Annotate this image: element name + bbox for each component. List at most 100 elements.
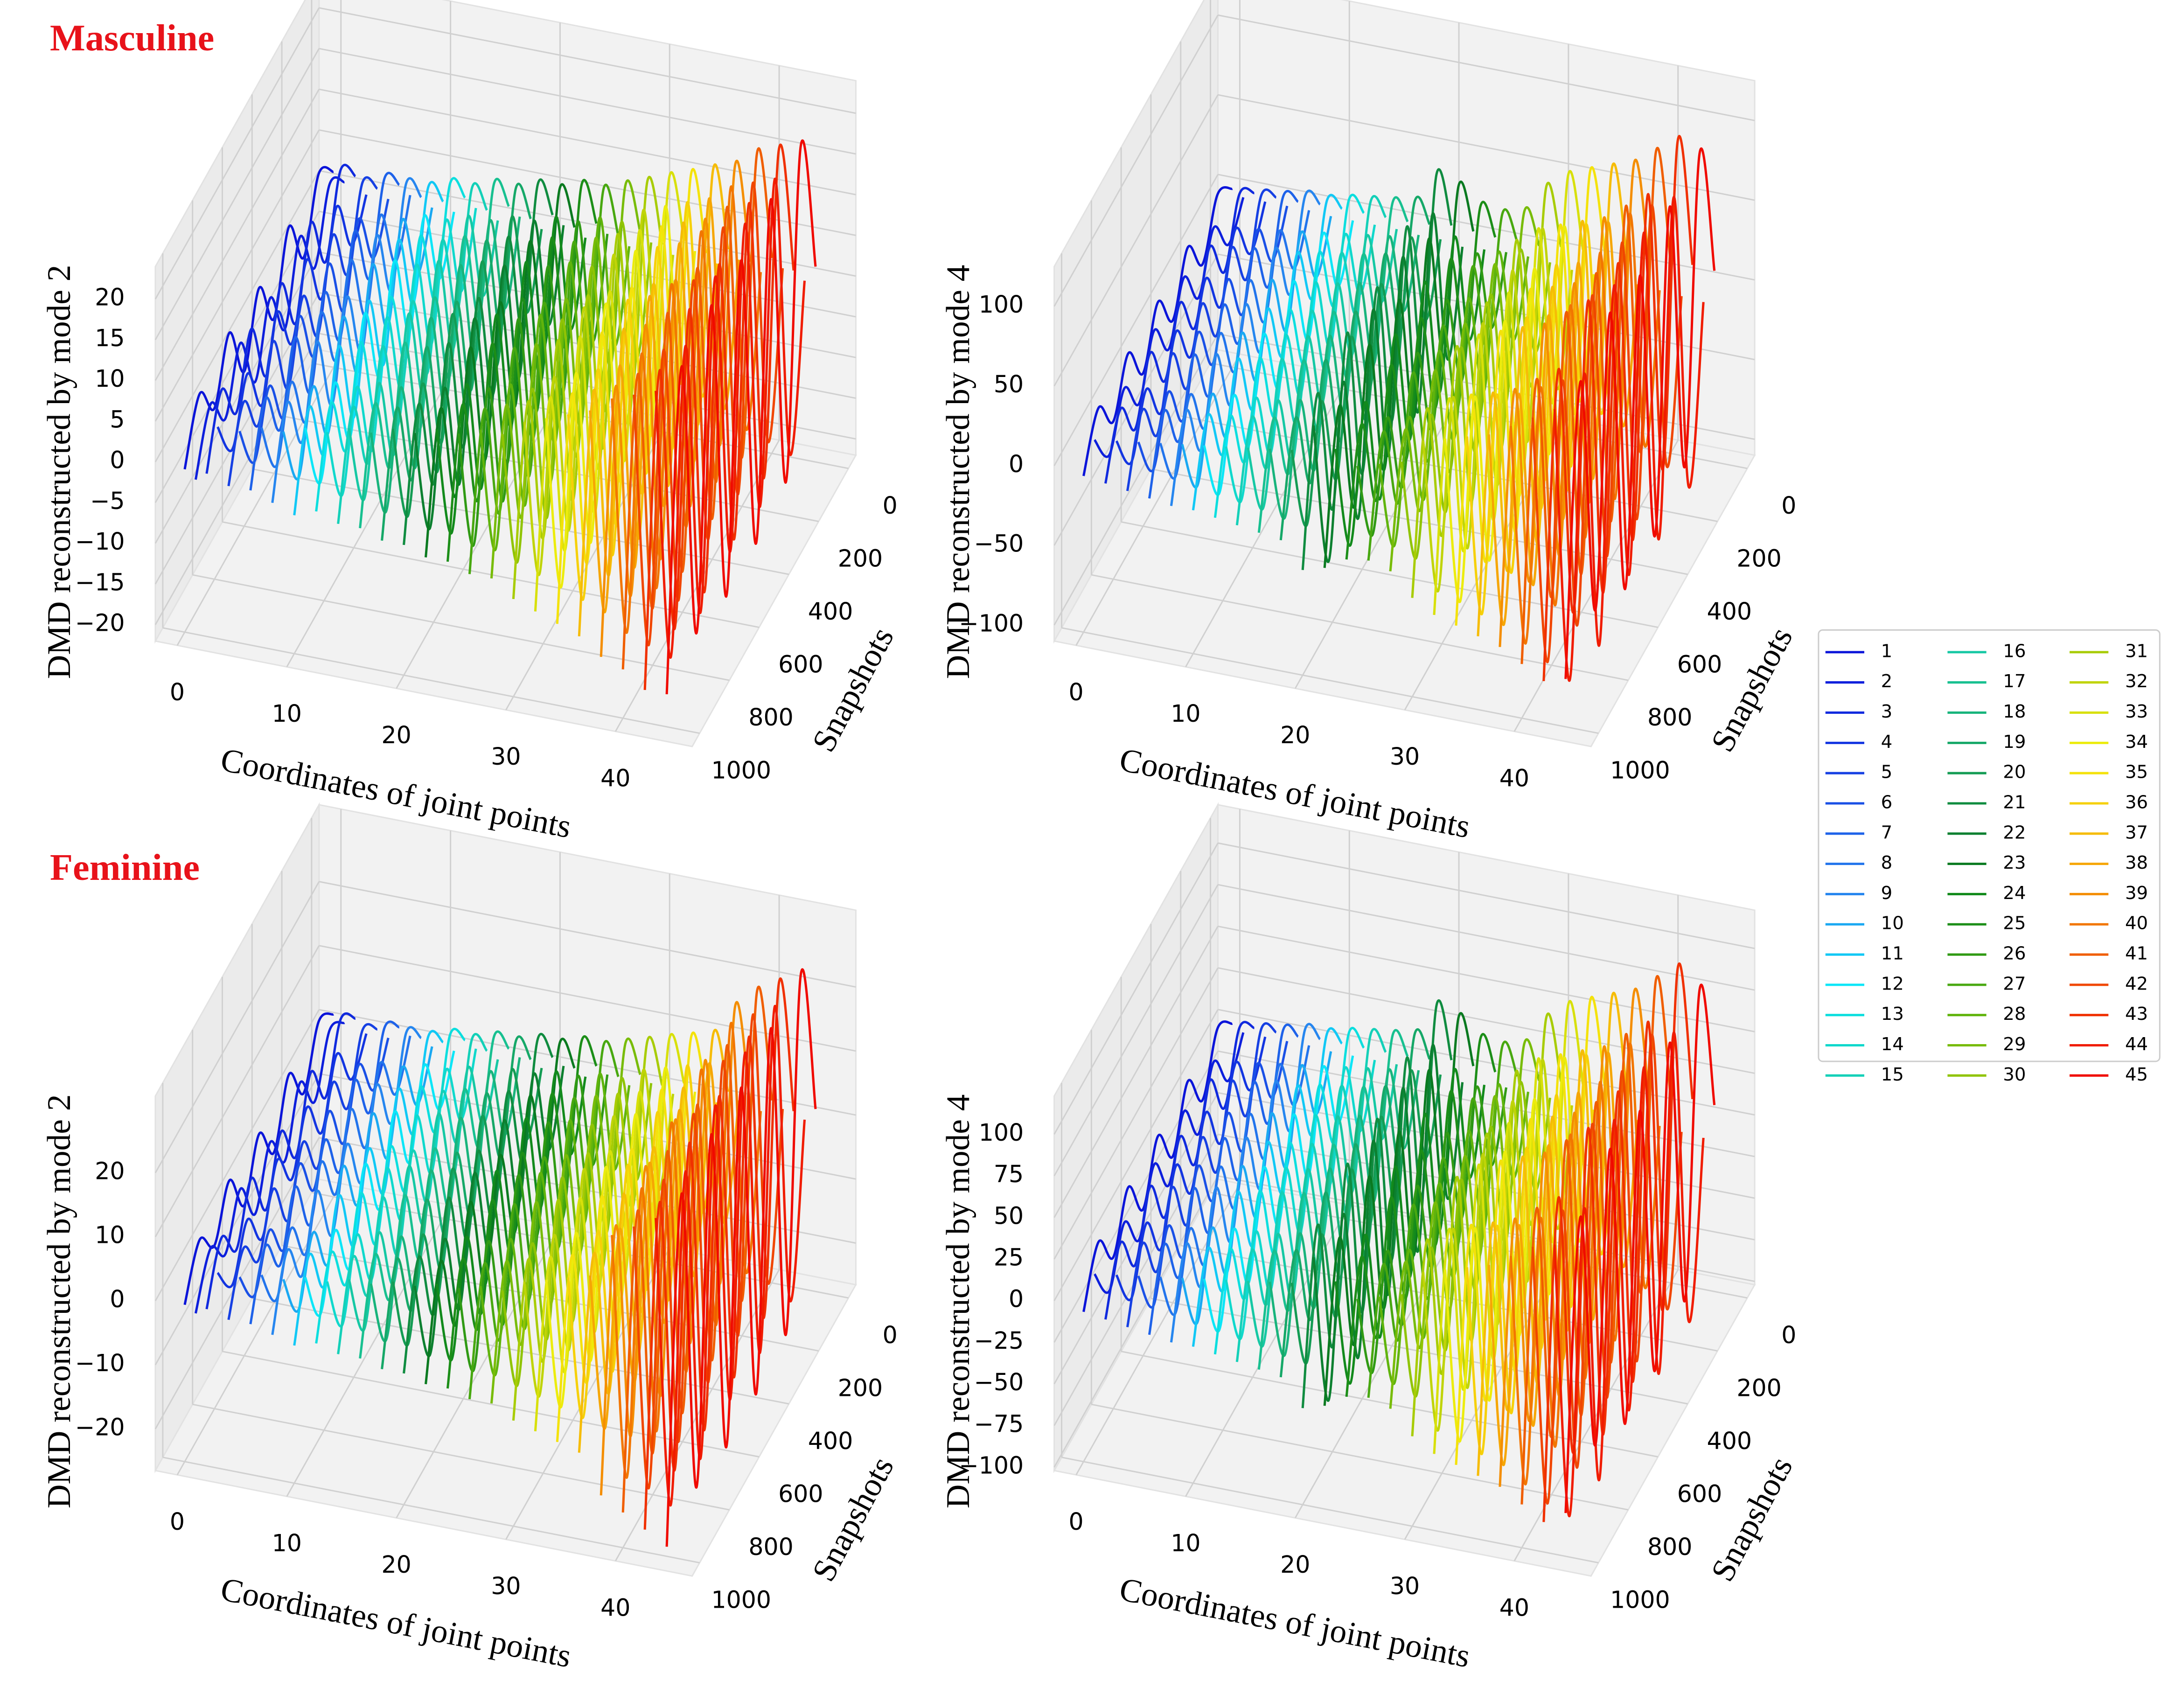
y-tick-label: 800 [748,704,793,731]
x-tick-label: 20 [381,721,411,749]
y-axis-label: Snapshots [805,1450,901,1587]
x-tick-label: 30 [491,743,521,770]
z-tick-label: −5 [90,487,125,515]
series-line [216,1033,368,1289]
z-tick-label: −20 [75,609,125,637]
y-tick-label: 400 [1707,598,1752,625]
legend-label: 10 [1881,913,1904,934]
grid-line [176,354,342,646]
legend-label: 5 [1881,762,1893,783]
y-tick-label: 600 [778,650,823,678]
z-tick-label: −25 [974,1327,1024,1354]
y-tick-label: 800 [1647,1533,1692,1561]
grid-line [1053,1009,1219,1301]
z-tick-label: 0 [1009,450,1024,478]
legend-label: 13 [1881,1004,1904,1025]
grid-line [1053,967,1219,1260]
legend-label: 41 [2125,943,2148,964]
z-tick-label: 10 [95,365,125,392]
legend-label: 39 [2125,883,2148,904]
y-axis-label: Snapshots [1704,621,1800,758]
legend-label: 6 [1881,792,1893,813]
grid-line [154,1009,320,1302]
series-line [643,977,795,1530]
z-tick-label: 75 [994,1160,1024,1188]
grid-line [1075,354,1241,646]
panel-title: Masculine [50,17,214,59]
panel: 01020304002004006008001000−20−1001020Coo… [41,802,901,1675]
z-tick-label: 100 [979,1119,1024,1146]
legend-label: 38 [2125,852,2148,873]
legend-label: 26 [2003,943,2026,964]
x-tick-label: 40 [1499,764,1529,792]
y-tick-label: 200 [838,544,883,572]
x-tick-label: 40 [600,764,630,792]
x-tick-label: 0 [1069,1508,1084,1535]
z-tick-label: −50 [974,1368,1024,1396]
grid-line [154,89,320,381]
grid-line [319,88,856,195]
y-tick-label: 400 [808,598,853,625]
x-tick-label: 20 [1280,1551,1310,1578]
series-line [1082,1020,1233,1312]
y-tick-label: 600 [1677,1480,1722,1507]
panel-title: Feminine [50,847,200,888]
x-tick-label: 30 [1390,743,1420,770]
legend-label: 15 [1881,1064,1904,1085]
grid-line [319,881,856,988]
grid-line [1218,14,1755,121]
panel: 01020304002004006008001000−100−75−50−250… [940,802,1800,1675]
grid-line [1053,1092,1219,1385]
z-tick-label: 15 [95,324,125,352]
grid-line [192,1403,730,1511]
legend-label: 25 [2003,913,2026,934]
grid-line [1053,14,1219,307]
z-axis-label: DMD reconstructed by mode 2 [41,265,77,679]
y-tick-label: 0 [883,1321,898,1349]
grid-line [286,1205,451,1497]
x-tick-label: 20 [1280,721,1310,749]
legend-label: 30 [2003,1064,2026,1085]
series-line [205,1012,356,1310]
series-line [1564,147,1716,679]
grid-line [1218,842,1755,949]
series-line [1553,196,1705,682]
legend-label: 12 [1881,973,1904,994]
legend-label: 43 [2125,1004,2148,1025]
z-tick-label: 0 [110,446,125,474]
legend-label: 37 [2125,822,2148,843]
legend-label: 24 [2003,883,2026,904]
z-tick-label: 10 [95,1221,125,1249]
legend-label: 31 [2125,641,2148,662]
y-axis-label: Snapshots [1704,1450,1800,1587]
grid-line [1053,254,1219,546]
legend-label: 32 [2125,671,2148,692]
series-line [249,1020,400,1325]
grid-line [1053,884,1219,1177]
legend-label: 21 [2003,792,2026,813]
x-tick-label: 10 [1171,700,1200,727]
y-tick-label: 600 [1677,650,1722,678]
grid-line [505,418,670,711]
z-tick-label: −50 [974,530,1024,558]
grid-line [1075,1183,1241,1476]
y-tick-label: 800 [1647,704,1692,731]
legend-label: 2 [1881,671,1893,692]
series-line [1312,1044,1464,1402]
series-line [1093,1032,1245,1294]
legend-frame [1818,629,2161,1062]
grid-line [1053,174,1219,467]
legend-label: 23 [2003,852,2026,873]
panel: 01020304002004006008001000−20−15−10−5051… [41,0,901,845]
x-tick-label: 10 [1171,1529,1200,1557]
legend-label: 11 [1881,943,1904,964]
z-tick-label: −15 [75,568,125,596]
grid-line [154,251,320,544]
legend-label: 33 [2125,701,2148,722]
z-axis-label: DMD reconstructed by mode 4 [940,265,976,679]
x-tick-label: 10 [272,700,302,727]
legend-label: 20 [2003,762,2026,783]
series-line [238,1038,390,1298]
legend-label: 3 [1881,701,1893,722]
